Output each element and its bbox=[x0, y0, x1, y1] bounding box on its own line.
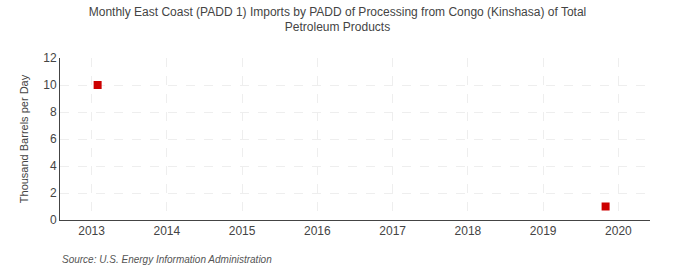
svg-text:12: 12 bbox=[43, 51, 57, 65]
svg-text:2019: 2019 bbox=[530, 224, 557, 238]
svg-text:2: 2 bbox=[50, 186, 57, 200]
svg-text:6: 6 bbox=[50, 132, 57, 146]
svg-text:8: 8 bbox=[50, 105, 57, 119]
svg-text:2017: 2017 bbox=[379, 224, 406, 238]
svg-text:2020: 2020 bbox=[605, 224, 632, 238]
svg-text:2015: 2015 bbox=[229, 224, 256, 238]
svg-text:2013: 2013 bbox=[78, 224, 105, 238]
svg-text:0: 0 bbox=[50, 213, 57, 227]
svg-text:4: 4 bbox=[50, 159, 57, 173]
svg-text:Monthly East Coast (PADD 1) Im: Monthly East Coast (PADD 1) Imports by P… bbox=[89, 5, 587, 35]
svg-text:Thousand Barrels per Day: Thousand Barrels per Day bbox=[18, 74, 30, 203]
svg-text:Source: U.S. Energy Informatio: Source: U.S. Energy Information Administ… bbox=[62, 254, 272, 265]
svg-text:2018: 2018 bbox=[455, 224, 482, 238]
svg-text:2016: 2016 bbox=[304, 224, 331, 238]
svg-text:2014: 2014 bbox=[154, 224, 181, 238]
svg-text:10: 10 bbox=[43, 78, 57, 92]
